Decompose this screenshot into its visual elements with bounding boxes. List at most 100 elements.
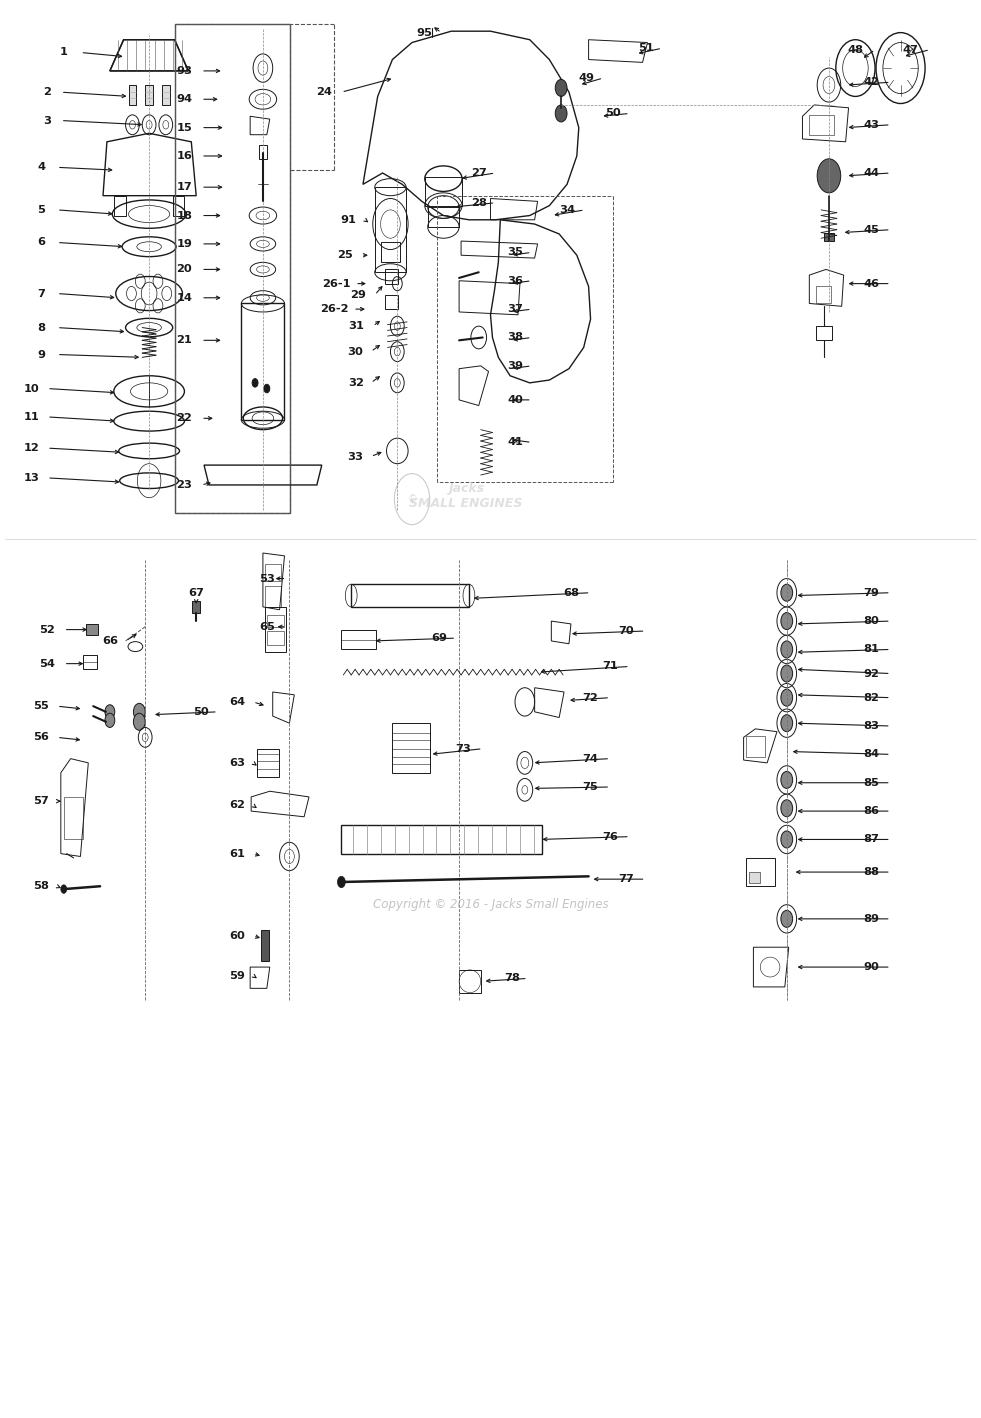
Text: 28: 28: [471, 197, 487, 208]
Bar: [459, 970, 481, 993]
Text: 34: 34: [559, 204, 575, 216]
Bar: [381, 242, 400, 262]
Bar: [114, 196, 126, 216]
Text: 54: 54: [39, 658, 55, 669]
Bar: [824, 233, 834, 241]
Circle shape: [781, 665, 793, 682]
Bar: [83, 655, 97, 669]
Text: 6: 6: [37, 237, 45, 248]
Text: 16: 16: [177, 150, 192, 162]
Text: 77: 77: [618, 873, 634, 885]
Circle shape: [105, 713, 115, 727]
Text: 30: 30: [347, 346, 363, 357]
Bar: [265, 564, 281, 581]
Text: 62: 62: [230, 800, 245, 811]
Text: 50: 50: [193, 706, 209, 718]
Circle shape: [264, 384, 270, 393]
Text: 18: 18: [177, 210, 192, 221]
Text: 49: 49: [579, 72, 594, 84]
Text: 41: 41: [507, 437, 523, 448]
Text: 26-2: 26-2: [320, 303, 349, 315]
Text: 32: 32: [348, 377, 364, 389]
Bar: [816, 286, 831, 303]
Text: 79: 79: [863, 587, 879, 598]
Circle shape: [555, 79, 567, 96]
Text: 68: 68: [563, 587, 579, 598]
Text: 15: 15: [177, 122, 192, 133]
Text: 14: 14: [177, 292, 192, 303]
Text: 91: 91: [340, 214, 356, 225]
Text: 93: 93: [177, 65, 192, 77]
Circle shape: [781, 910, 793, 927]
Text: 37: 37: [507, 303, 523, 315]
Text: 47: 47: [903, 44, 918, 55]
Text: 25: 25: [337, 250, 353, 261]
Bar: [265, 607, 286, 652]
Text: 3: 3: [43, 115, 51, 126]
Circle shape: [133, 703, 145, 720]
Circle shape: [337, 876, 345, 888]
Bar: [257, 749, 279, 777]
Text: 10: 10: [24, 383, 39, 394]
Bar: [267, 631, 284, 645]
Bar: [385, 269, 398, 284]
Text: 51: 51: [638, 43, 653, 54]
Text: 45: 45: [863, 224, 879, 235]
Text: 65: 65: [259, 621, 275, 632]
Bar: [267, 615, 284, 627]
Bar: [392, 723, 430, 773]
Text: 38: 38: [507, 332, 523, 343]
Bar: [64, 797, 83, 839]
Bar: [265, 586, 281, 607]
Text: 39: 39: [507, 360, 523, 372]
Bar: [192, 601, 200, 613]
Text: 94: 94: [177, 94, 192, 105]
Text: 40: 40: [507, 394, 523, 406]
Text: 61: 61: [230, 848, 245, 859]
Circle shape: [781, 771, 793, 788]
Bar: [261, 930, 269, 961]
Circle shape: [781, 831, 793, 848]
Text: 81: 81: [863, 644, 879, 655]
Text: ©: ©: [407, 493, 417, 505]
Text: 84: 84: [863, 749, 879, 760]
Text: 48: 48: [848, 44, 863, 55]
Bar: [746, 736, 765, 757]
Text: 72: 72: [583, 692, 598, 703]
Bar: [749, 872, 760, 883]
Text: 56: 56: [33, 732, 49, 743]
Bar: [341, 825, 542, 854]
Circle shape: [817, 159, 841, 193]
Text: 73: 73: [455, 743, 471, 754]
Text: 70: 70: [618, 625, 634, 637]
Circle shape: [61, 885, 67, 893]
Text: 66: 66: [102, 635, 118, 647]
Circle shape: [133, 713, 145, 730]
Text: 33: 33: [347, 451, 363, 462]
Circle shape: [781, 613, 793, 630]
Text: 9: 9: [37, 349, 45, 360]
Text: 12: 12: [24, 442, 39, 454]
Text: 43: 43: [863, 119, 879, 130]
Bar: [351, 584, 469, 607]
Text: 21: 21: [177, 335, 192, 346]
Text: 64: 64: [230, 696, 245, 708]
Text: 86: 86: [863, 805, 879, 817]
Text: 11: 11: [24, 411, 39, 423]
Text: 1: 1: [60, 47, 68, 58]
Bar: [425, 177, 462, 206]
Text: 22: 22: [177, 413, 192, 424]
Text: 63: 63: [230, 757, 245, 769]
Text: 95: 95: [417, 27, 433, 38]
Bar: [129, 85, 136, 105]
Bar: [162, 85, 170, 105]
Text: 4: 4: [37, 162, 45, 173]
Circle shape: [781, 584, 793, 601]
Text: 55: 55: [33, 700, 49, 712]
Text: 74: 74: [583, 753, 598, 764]
Bar: [816, 326, 832, 340]
Text: 85: 85: [863, 777, 879, 788]
Text: 20: 20: [177, 264, 192, 275]
Text: 42: 42: [863, 77, 879, 88]
Circle shape: [555, 105, 567, 122]
